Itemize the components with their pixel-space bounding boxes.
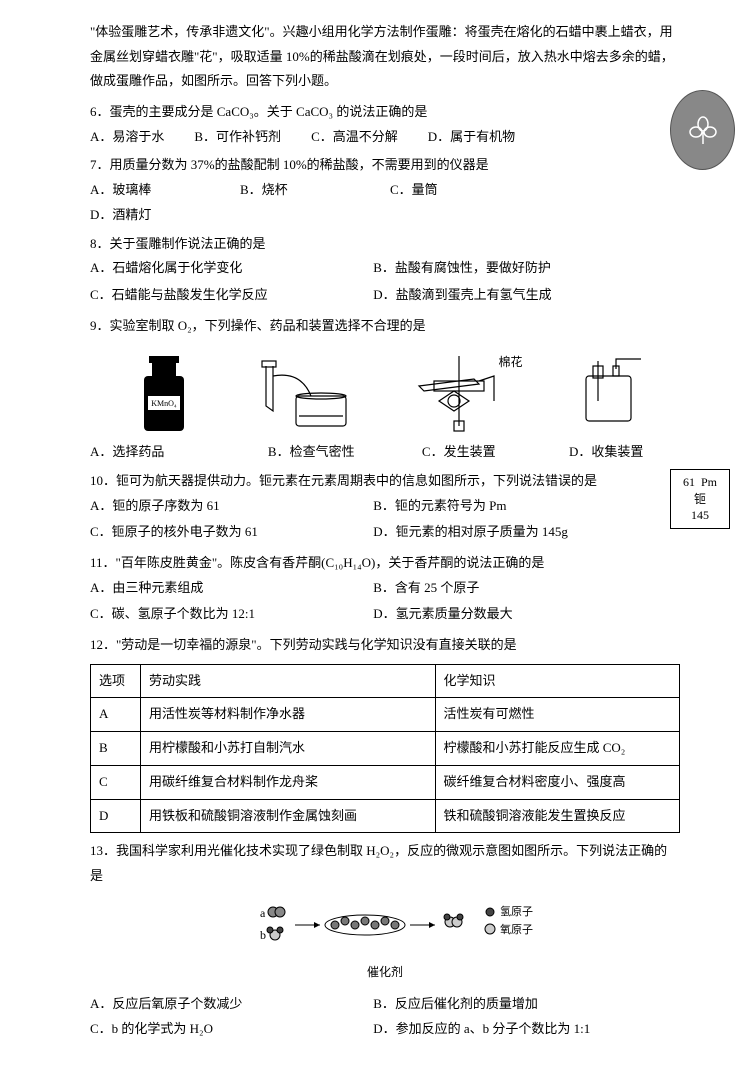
q7-stem: 7．用质量分数为 37%的盐酸配制 10%的稀盐酸，不需要用到的仪器是 xyxy=(90,153,680,178)
q11-B: B．含有 25 个原子 xyxy=(373,576,656,601)
box-num: 61 xyxy=(683,475,695,489)
q11-stem: 11．"百年陈皮胜黄金"。陈皮含有香芹酮(C₁₀H₁₄O)，关于香芹酮的说法正确… xyxy=(90,551,680,576)
question-7: 7．用质量分数为 37%的盐酸配制 10%的稀盐酸，不需要用到的仪器是 A．玻璃… xyxy=(90,153,680,227)
svg-text:氢原子: 氢原子 xyxy=(500,904,533,918)
q10-A: A．钷的原子序数为 61 xyxy=(90,494,373,519)
q13-C: C．b 的化学式为 H₂O xyxy=(90,1017,373,1042)
flower-icon xyxy=(683,110,723,150)
q6-A: A．易溶于水 xyxy=(90,125,164,150)
q6-D: D．属于有机物 xyxy=(428,125,515,150)
box-sym: Pm xyxy=(701,475,717,489)
th-knowledge: 化学知识 xyxy=(435,664,680,698)
q11-D: D．氢元素质量分数最大 xyxy=(373,602,656,627)
q9-diagram-A: KMnO₄ xyxy=(90,346,238,436)
table-row: D 用铁板和硫酸铜溶液制作金属蚀刻画 铁和硫酸铜溶液能发生置换反应 xyxy=(91,799,680,833)
q7-A: A．玻璃棒 xyxy=(90,178,210,203)
element-box: 61 Pm 钷 145 xyxy=(670,469,730,529)
collect-icon xyxy=(561,351,651,436)
svg-text:氧原子: 氧原子 xyxy=(500,922,533,936)
box-name: 钷 xyxy=(694,491,706,508)
intro-text: "体验蛋雕艺术，传承非遗文化"。兴趣小组用化学方法制作蛋雕：将蛋壳在熔化的石蜡中… xyxy=(90,20,680,94)
box-mass: 145 xyxy=(691,507,709,524)
q8-stem: 8．关于蛋雕制作说法正确的是 xyxy=(90,232,680,257)
question-6: 6．蛋壳的主要成分是 CaCO₃。关于 CaCO₃ 的说法正确的是 A．易溶于水… xyxy=(90,100,680,149)
table-row: B 用柠檬酸和小苏打自制汽水 柠檬酸和小苏打能反应生成 CO₂ xyxy=(91,732,680,766)
q13-A: A．反应后氧原子个数减少 xyxy=(90,992,373,1017)
q9-D: D．收集装置 xyxy=(533,440,681,465)
svg-text:KMnO₄: KMnO₄ xyxy=(151,399,177,408)
q6-stem: 6．蛋壳的主要成分是 CaCO₃。关于 CaCO₃ 的说法正确的是 xyxy=(90,100,680,125)
question-11: 11．"百年陈皮胜黄金"。陈皮含有香芹酮(C₁₀H₁₄O)，关于香芹酮的说法正确… xyxy=(90,551,680,629)
question-8: 8．关于蛋雕制作说法正确的是 A．石蜡熔化属于化学变化 B．盐酸有腐蚀性，要做好… xyxy=(90,232,680,310)
question-10: 61 Pm 钷 145 10．钷可为航天器提供动力。钷元素在元素周期表中的信息如… xyxy=(90,469,680,547)
q9-stem: 9．实验室制取 O₂，下列操作、药品和装置选择不合理的是 xyxy=(90,314,680,339)
q11-C: C．碳、氢原子个数比为 12:1 xyxy=(90,602,373,627)
q9-A: A．选择药品 xyxy=(90,440,238,465)
q6-B: B．可作补钙剂 xyxy=(194,125,281,150)
q10-C: C．钷原子的核外电子数为 61 xyxy=(90,520,373,545)
catalyst-diagram: a b 氢原子 xyxy=(90,897,680,984)
q9-B: B．检查气密性 xyxy=(238,440,386,465)
q9-diagram-D xyxy=(533,346,681,436)
q9-diagram-C: 棉花 xyxy=(385,346,533,436)
q8-C: C．石蜡能与盐酸发生化学反应 xyxy=(90,283,373,308)
q9-C: C．发生装置 xyxy=(385,440,533,465)
q13-D: D．参加反应的 a、b 分子个数比为 1:1 xyxy=(373,1017,656,1042)
svg-text:a: a xyxy=(260,906,266,920)
q12-table: 选项 劳动实践 化学知识 A 用活性炭等材料制作净水器 活性炭有可燃性 B 用柠… xyxy=(90,664,680,833)
th-practice: 劳动实践 xyxy=(141,664,436,698)
th-option: 选项 xyxy=(91,664,141,698)
q8-B: B．盐酸有腐蚀性，要做好防护 xyxy=(373,256,656,281)
q10-B: B．钷的元素符号为 Pm xyxy=(373,494,656,519)
q13-stem: 13．我国科学家利用光催化技术实现了绿色制取 H₂O₂，反应的微观示意图如图所示… xyxy=(90,839,680,888)
q8-A: A．石蜡熔化属于化学变化 xyxy=(90,256,373,281)
q7-C: C．量筒 xyxy=(390,178,510,203)
table-row: C 用碳纤维复合材料制作龙舟桨 碳纤维复合材料密度小、强度高 xyxy=(91,765,680,799)
question-9: 9．实验室制取 O₂，下列操作、药品和装置选择不合理的是 KMnO₄ xyxy=(90,314,680,465)
q7-D: D．酒精灯 xyxy=(90,203,210,228)
table-row: A 用活性炭等材料制作净水器 活性炭有可燃性 xyxy=(91,698,680,732)
catalyst-label: 催化剂 xyxy=(90,961,680,984)
bottle-icon: KMnO₄ xyxy=(134,351,194,436)
question-12: 12．"劳动是一切幸福的源泉"。下列劳动实践与化学知识没有直接关联的是 选项 劳… xyxy=(90,633,680,833)
q7-B: B．烧杯 xyxy=(240,178,360,203)
airtight-icon xyxy=(251,351,371,436)
q13-B: B．反应后催化剂的质量增加 xyxy=(373,992,656,1017)
q10-stem: 10．钷可为航天器提供动力。钷元素在元素周期表中的信息如图所示，下列说法错误的是 xyxy=(90,469,680,494)
q10-D: D．钷元素的相对原子质量为 145g xyxy=(373,520,656,545)
cotton-label: 棉花 xyxy=(498,351,522,374)
q8-D: D．盐酸滴到蛋壳上有氢气生成 xyxy=(373,283,656,308)
question-13: 13．我国科学家利用光催化技术实现了绿色制取 H₂O₂，反应的微观示意图如图所示… xyxy=(90,839,680,1041)
q9-diagram-B xyxy=(238,346,386,436)
q12-stem: 12．"劳动是一切幸福的源泉"。下列劳动实践与化学知识没有直接关联的是 xyxy=(90,633,680,658)
q6-C: C．高温不分解 xyxy=(311,125,398,150)
svg-text:b: b xyxy=(260,928,266,942)
q11-A: A．由三种元素组成 xyxy=(90,576,373,601)
